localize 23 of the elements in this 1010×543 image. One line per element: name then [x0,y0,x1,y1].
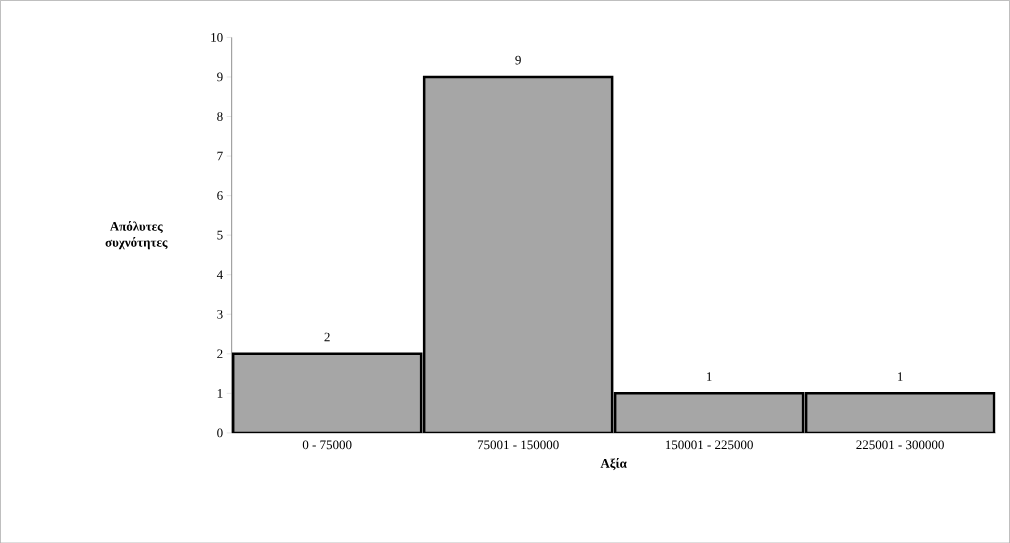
data-label: 1 [898,372,903,381]
x-axis-title: Αξία [600,457,627,470]
data-label: 2 [324,332,330,342]
y-tick-label: 0 [217,428,223,438]
y-tick-label: 3 [217,309,223,319]
x-tick-label: 150001 - 225000 [665,440,753,449]
bar [422,75,614,433]
y-tick-label: 5 [217,230,223,240]
y-axis-title: Απόλυτες συχνότητες [105,220,168,250]
y-tick-label: 7 [217,151,223,161]
x-tick-label: 75001 - 150000 [477,440,559,449]
data-label: 1 [707,372,712,381]
x-tick-label: 0 - 75000 [302,440,352,449]
data-label: 9 [515,55,521,65]
bar [231,352,423,433]
y-tick-label: 10 [211,32,223,42]
y-tick-label: 2 [217,349,223,358]
y-tick-label: 6 [217,191,223,200]
y-tick-label: 1 [217,388,223,398]
y-tick-label: 4 [216,270,223,279]
y-tick-label: 9 [217,72,223,82]
x-tick-label: 225001 - 300000 [856,440,944,449]
y-tick-label: 8 [217,111,223,121]
